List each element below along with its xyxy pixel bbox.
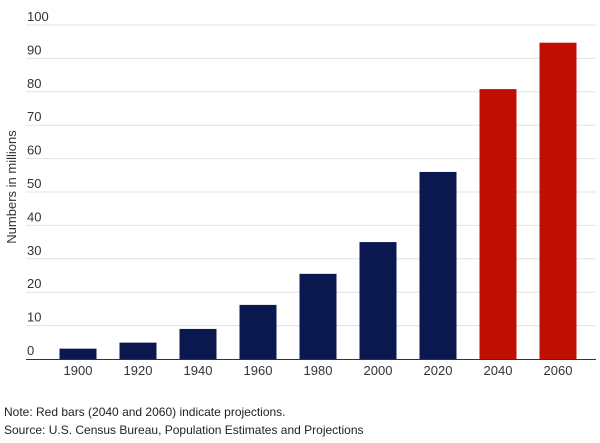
bar-1900 [59,348,97,359]
x-axis-ticks: 1900 1920 1940 1960 1980 2000 2020 2040 2060 [64,363,573,378]
x-tick-label: 2060 [544,363,573,378]
bar-1940 [179,328,217,359]
bar-2020 [419,171,457,359]
y-tick-label: 50 [27,176,41,191]
y-tick-label: 60 [27,143,41,158]
x-tick-label: 2000 [364,363,393,378]
y-tick-label: 10 [27,310,41,325]
bars [59,42,577,360]
y-tick-label: 30 [27,243,41,258]
x-tick-label: 1980 [304,363,333,378]
y-axis-ticks: 0 10 20 30 40 50 60 70 80 90 100 [27,9,49,358]
y-tick-label: 80 [27,76,41,91]
x-tick-label: 1920 [124,363,153,378]
source-note: Source: U.S. Census Bureau, Population E… [4,423,364,437]
y-tick-label: 70 [27,109,41,124]
y-tick-label: 20 [27,276,41,291]
bar-2040 [479,89,517,360]
bar-1960 [239,304,277,359]
bar-2060 [539,42,577,360]
projection-note: Note: Red bars (2040 and 2060) indicate … [4,405,286,419]
footnotes: Note: Red bars (2040 and 2060) indicate … [4,403,364,439]
x-tick-label: 2020 [424,363,453,378]
x-tick-label: 1900 [64,363,93,378]
y-axis-label: Numbers in millions [4,130,19,244]
y-tick-label: 40 [27,209,41,224]
x-tick-label: 2040 [484,363,513,378]
y-tick-label: 90 [27,42,41,57]
gridlines [26,24,596,327]
y-tick-label: 100 [27,9,49,24]
bar-1920 [119,342,157,359]
bar-2000 [359,242,397,359]
bar-1980 [299,273,337,359]
y-tick-label: 0 [27,343,34,358]
x-tick-label: 1960 [244,363,273,378]
x-tick-label: 1940 [184,363,213,378]
